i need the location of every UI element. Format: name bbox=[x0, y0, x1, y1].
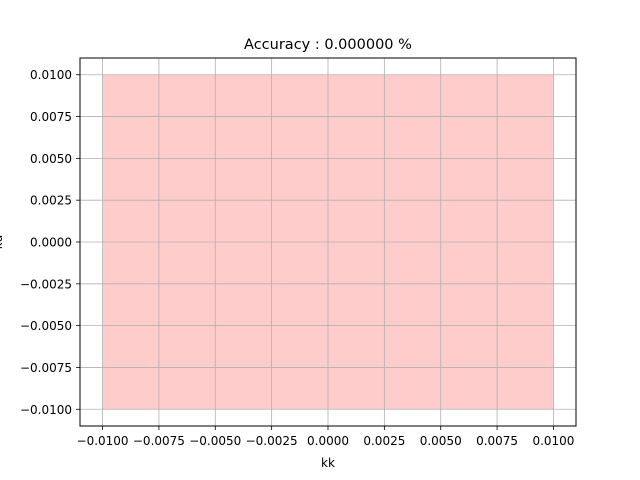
y-tick-label-3: 0.0025 bbox=[30, 194, 72, 208]
x-ticks: −0.0100 −0.0075 −0.0050 −0.0025 0.0000 0.0025… bbox=[77, 426, 574, 448]
y-ticks: 0.0100 0.0075 0.0050 0.0025 0.0000 −0.0025 −0.… bbox=[20, 68, 80, 417]
x-tick-label-2: −0.0050 bbox=[189, 434, 241, 448]
x-tick-label-4: 0.0000 bbox=[307, 434, 349, 448]
y-tick-label-4: 0.0000 bbox=[30, 236, 72, 250]
y-tick-label-8: −0.0100 bbox=[20, 403, 72, 417]
y-tick-label-2: 0.0050 bbox=[30, 152, 72, 166]
y-tick-label-1: 0.0075 bbox=[30, 110, 72, 124]
x-tick-label-8: 0.0100 bbox=[532, 434, 574, 448]
x-tick-label-0: −0.0100 bbox=[77, 434, 129, 448]
grid-layer bbox=[80, 58, 576, 426]
x-tick-label-6: 0.0050 bbox=[420, 434, 462, 448]
y-tick-label-0: 0.0100 bbox=[30, 68, 72, 82]
y-tick-label-5: −0.0025 bbox=[20, 277, 72, 291]
plot-area: −0.0100 −0.0075 −0.0050 −0.0025 0.0000 0.0025… bbox=[20, 57, 577, 448]
x-tick-label-1: −0.0075 bbox=[133, 434, 185, 448]
x-axis-label: kk bbox=[321, 456, 335, 470]
y-axis-label: kd bbox=[0, 235, 5, 250]
y-tick-label-7: −0.0075 bbox=[20, 361, 72, 375]
x-tick-label-5: 0.0025 bbox=[363, 434, 405, 448]
y-tick-label-6: −0.0050 bbox=[20, 319, 72, 333]
x-tick-label-3: −0.0025 bbox=[246, 434, 298, 448]
chart-title: Accuracy : 0.000000 % bbox=[244, 37, 412, 53]
x-tick-label-7: 0.0075 bbox=[476, 434, 518, 448]
